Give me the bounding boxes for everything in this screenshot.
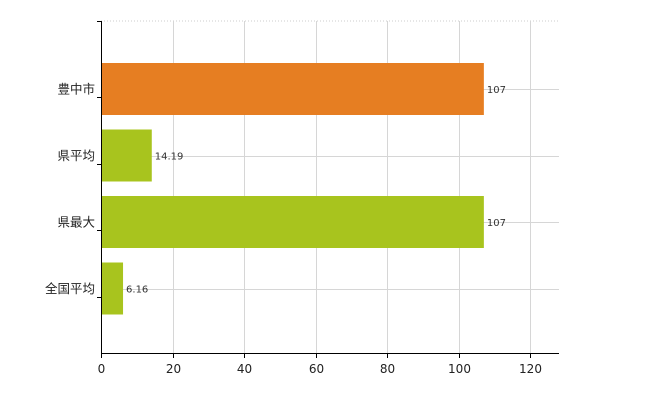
bars <box>101 63 484 315</box>
category-label-3: 全国平均 <box>45 281 95 296</box>
bar-0 <box>101 63 484 115</box>
x-tick-label-100: 100 <box>448 362 471 376</box>
x-tick-label-0: 0 <box>98 362 106 376</box>
category-label-0: 豊中市 <box>57 82 95 97</box>
x-tick-label-120: 120 <box>519 362 542 376</box>
bar-2 <box>101 196 484 248</box>
category-label-2: 県最大 <box>57 215 95 230</box>
data-label-0: 107 <box>487 85 506 96</box>
grid <box>101 20 559 353</box>
data-label-1: 14.19 <box>155 152 184 163</box>
bar-3 <box>101 262 124 315</box>
x-tick-label-40: 40 <box>237 362 252 376</box>
axes <box>97 21 559 358</box>
data-label-2: 107 <box>487 218 506 229</box>
x-tick-label-20: 20 <box>166 362 181 376</box>
labels: 107 豊中市 14.19 県平均 107 県最大 6.16 全国平均 0 20 40 60 80 100… <box>45 82 542 377</box>
bar-1 <box>101 129 152 182</box>
category-label-1: 県平均 <box>57 148 95 163</box>
x-tick-label-80: 80 <box>380 362 395 376</box>
data-label-3: 6.16 <box>126 285 148 296</box>
x-tick-label-60: 60 <box>309 362 324 376</box>
